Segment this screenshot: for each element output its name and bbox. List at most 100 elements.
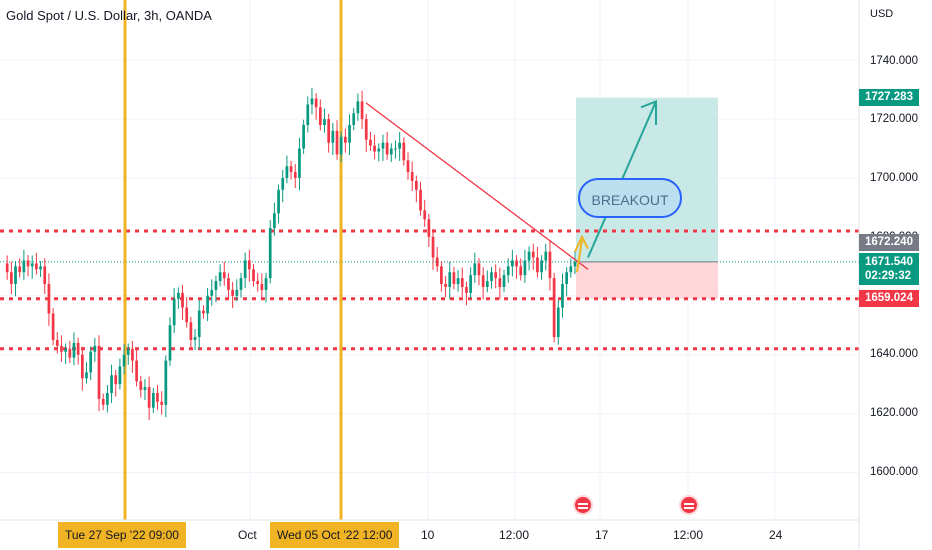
candle-up (126, 348, 130, 355)
candle-down (202, 310, 205, 314)
candle-up (210, 289, 214, 296)
x-highlight-sep27: Tue 27 Sep '22 09:00 (58, 522, 186, 548)
candle-up (277, 189, 280, 214)
candle-up (143, 387, 147, 391)
candle-down (360, 101, 364, 120)
candle-up (118, 366, 122, 385)
candle-up (177, 292, 180, 299)
candle-up (377, 148, 381, 152)
candle-down (536, 257, 539, 273)
y-tick-1720: 1720.000 (870, 113, 918, 125)
candle-down (76, 342, 80, 355)
candle-up (540, 260, 543, 273)
y-tick-1640: 1640.000 (870, 348, 918, 360)
target-arrow-head (640, 99, 657, 125)
candle-down (181, 292, 184, 308)
candle-down (185, 307, 189, 323)
candle-up (394, 148, 397, 150)
candle-up (268, 228, 272, 279)
breakout-label[interactable]: BREAKOUT (578, 178, 682, 218)
candle-up (64, 348, 67, 352)
candle-up (323, 119, 326, 125)
candle-up (110, 375, 113, 393)
candle-down (147, 387, 151, 408)
candle-up (331, 130, 335, 143)
x-tick-oct: Oct (238, 528, 257, 542)
candle-down (156, 392, 159, 402)
candle-up (490, 272, 493, 282)
x-tick-10: 10 (421, 528, 435, 542)
candle-down (414, 180, 418, 190)
candle-up (561, 284, 564, 308)
candle-down (431, 236, 435, 258)
candle-down (189, 322, 193, 340)
descending-trendline (365, 102, 589, 270)
candle-down (114, 375, 118, 385)
candle-down (410, 172, 414, 181)
candle-up (569, 266, 573, 273)
candle-up (565, 272, 569, 285)
candle-down (373, 145, 376, 152)
candle-up (239, 278, 243, 290)
candle-down (419, 189, 422, 211)
candle-up (122, 354, 126, 367)
candle-down (494, 272, 498, 279)
candle-up (214, 281, 218, 290)
candle-up (151, 392, 155, 408)
candle-down (460, 278, 464, 287)
candle-down (227, 278, 230, 290)
candle-down (222, 272, 226, 279)
candle-down (247, 260, 251, 270)
bar-countdown: 02:29:32 (865, 270, 912, 282)
candle-down (452, 272, 456, 285)
candle-down (314, 98, 318, 108)
candle-down (548, 251, 552, 279)
date-markers (123, 0, 343, 520)
candle-up (30, 263, 34, 267)
candle-down (289, 166, 293, 173)
candle-up (523, 260, 527, 276)
candle-up (168, 325, 172, 361)
candle-down (131, 348, 134, 361)
candle-up (302, 124, 305, 149)
candle-up (506, 266, 510, 276)
candle-down (440, 266, 443, 285)
candle-down (515, 260, 518, 267)
candle-down (519, 266, 523, 276)
candle-down (477, 263, 481, 276)
breakout-arrow-small (576, 239, 583, 273)
candle-down (364, 119, 368, 140)
candle-up (348, 124, 351, 143)
candle-up (389, 148, 393, 155)
candle-down (26, 260, 30, 267)
grid (0, 0, 859, 520)
candle-up (197, 310, 201, 338)
x-highlight-oct05: Wed 05 Oct '22 12:00 (270, 522, 400, 548)
candle-up (456, 278, 460, 285)
candle-up (398, 142, 401, 149)
us-event-flag-icon[interactable] (679, 495, 699, 515)
us-event-flag-icon[interactable] (573, 495, 593, 515)
level-price-label: 1672.240 (859, 234, 919, 251)
candle-up (339, 136, 343, 155)
candle-up (14, 266, 17, 285)
candle-up (527, 251, 531, 261)
candle-up (573, 261, 577, 267)
candle-down (369, 139, 372, 146)
candle-down (481, 275, 485, 287)
candle-down (335, 130, 339, 155)
candle-down (51, 313, 55, 340)
last-price: 1671.540 (865, 256, 913, 268)
candle-down (344, 136, 347, 143)
target-price-label: 1727.283 (859, 89, 919, 106)
candle-down (256, 281, 260, 285)
y-tick-1740: 1740.000 (870, 55, 918, 67)
candle-down (43, 266, 47, 285)
x-tick-1200-b: 12:00 (673, 528, 704, 542)
support-resistance-levels (0, 229, 859, 351)
candle-up (469, 275, 472, 293)
stop-zone (576, 261, 718, 299)
y-tick-1700: 1700.000 (870, 172, 918, 184)
candles[interactable] (5, 87, 577, 421)
